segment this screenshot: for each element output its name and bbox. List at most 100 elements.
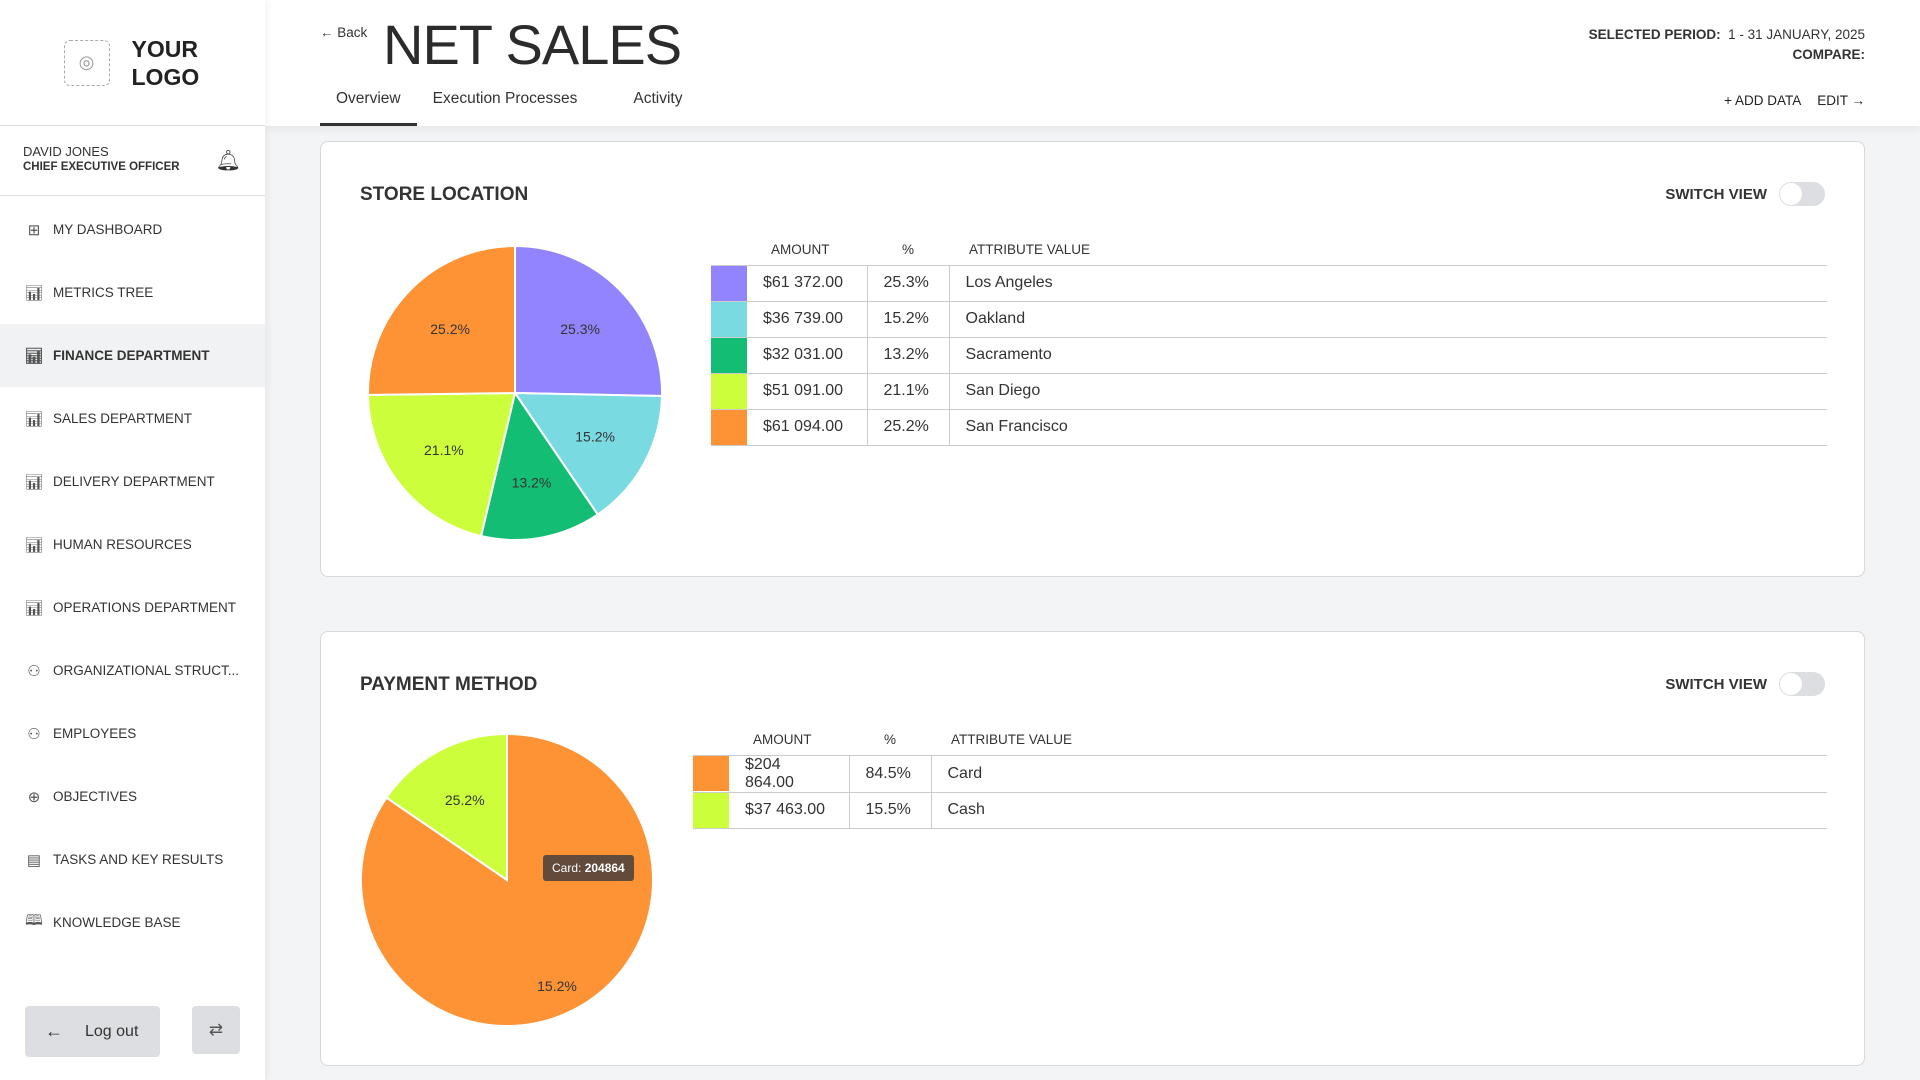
pie-chart: 15.2% 25.2%: [360, 732, 654, 1027]
color-swatch: [693, 792, 729, 828]
switch-device-button[interactable]: ⇄: [192, 1006, 240, 1054]
attribute-cell: San Francisco: [949, 409, 1827, 446]
pie-slice-san-diego[interactable]: [366, 391, 517, 538]
logo-text: YOUR: [131, 35, 198, 62]
table-row[interactable]: $37 463.00 15.5% Cash: [693, 792, 1827, 829]
bar-chart-icon: 📊︎: [24, 599, 44, 617]
pie-slice-oakland[interactable]: [513, 391, 663, 516]
store-location-card: STORE LOCATION SWITCH VIEW 25.3% 15.2% 13.2…: [320, 141, 1865, 577]
bar-chart-icon: 📊︎: [24, 284, 44, 302]
sidebar-item-objectives[interactable]: ⊕ OBJECTIVES: [0, 765, 265, 828]
logout-label: Log out: [85, 1022, 139, 1040]
period-value[interactable]: 1 - 31 JANUARY, 2025: [1728, 27, 1865, 42]
tooltip-value: 204864: [584, 861, 625, 875]
sidebar-item-knowledge-base[interactable]: 🕮 KNOWLEDGE BASE: [0, 891, 265, 954]
table-row[interactable]: $204 864.00 84.5% Card: [693, 755, 1827, 793]
table-row[interactable]: $32 031.00 13.2% Sacramento: [711, 337, 1827, 374]
switch-view-toggle[interactable]: [1779, 182, 1825, 206]
data-table: AMOUNT% ATTRIBUTE VALUE $61 372.00 25.3% Los…: [711, 235, 1827, 446]
sidebar-item-label: KNOWLEDGE BASE: [53, 915, 181, 930]
pie-slice-label: 13.2%: [512, 475, 552, 491]
sidebar-item-label: FINANCE DEPARTMENT: [53, 348, 210, 363]
tooltip-label: Card:: [552, 861, 582, 875]
sidebar-item-delivery-department[interactable]: 📊︎ DELIVERY DEPARTMENT: [0, 450, 265, 513]
pie-slice-label: 15.2%: [575, 428, 615, 444]
bell-icon[interactable]: 🔔︎: [215, 150, 241, 172]
table-row[interactable]: $51 091.00 21.1% San Diego: [711, 373, 1827, 410]
sidebar-item-finance-department[interactable]: 📊︎ FINANCE DEPARTMENT: [0, 324, 265, 387]
sidebar-item-settings[interactable]: ⚙ SETTINGS: [0, 954, 265, 981]
pct-cell: 13.2%: [867, 337, 950, 374]
attribute-cell: Cash: [931, 792, 1827, 829]
pie-chart: 25.3% 15.2% 13.2% 21.1% 25.2%: [366, 244, 663, 541]
attribute-cell: Card: [931, 755, 1827, 793]
tab-activity[interactable]: Activity: [633, 90, 683, 107]
amount-cell: $61 094.00: [747, 409, 868, 446]
sidebar-item-tasks-and-key-results[interactable]: ▤ TASKS AND KEY RESULTS: [0, 828, 265, 891]
add-data-button[interactable]: + ADD DATA: [1724, 93, 1802, 108]
color-swatch: [711, 409, 747, 445]
sidebar-item-organizational-struct[interactable]: ⚇ ORGANIZATIONAL STRUCT...: [0, 639, 265, 702]
amount-header: AMOUNT: [729, 725, 849, 756]
user-role: CHIEF EXECUTIVE OFFICER: [23, 161, 180, 173]
sidebar-item-label: SALES DEPARTMENT: [53, 411, 193, 426]
org-chart-icon: ⚇: [27, 662, 41, 680]
sidebar-item-operations-department[interactable]: 📊︎ OPERATIONS DEPARTMENT: [0, 576, 265, 639]
sidebar-item-label: OBJECTIVES: [53, 789, 138, 804]
amount-cell: $36 739.00: [747, 301, 868, 338]
pct-header: %: [867, 235, 949, 266]
attribute-header: ATTRIBUTE VALUE: [931, 725, 1827, 756]
pct-cell: 15.2%: [867, 301, 950, 338]
color-swatch: [711, 265, 747, 301]
sidebar-item-label: MY DASHBOARD: [53, 222, 163, 237]
pie-slice-san-francisco[interactable]: [367, 244, 516, 396]
amount-cell: $204 864.00: [729, 755, 850, 793]
camera-icon[interactable]: ◎: [63, 39, 110, 86]
sidebar-item-human-resources[interactable]: 📊︎ HUMAN RESOURCES: [0, 513, 265, 576]
book-icon: 🕮: [25, 912, 43, 929]
page-header: ← Back NET SALES Overview Execution Proc…: [265, 0, 1920, 126]
tab-execution-processes[interactable]: Execution Processes: [432, 90, 578, 107]
logout-button[interactable]: ← Log out: [25, 1006, 160, 1057]
color-swatch: [711, 301, 747, 337]
pie-slice-label: 25.2%: [445, 792, 485, 808]
switch-view-toggle[interactable]: [1779, 672, 1825, 696]
pie-slice-cash[interactable]: [385, 732, 508, 882]
arrow-left-icon: ←: [45, 1021, 63, 1041]
switch-view-label: SWITCH VIEW: [1665, 675, 1767, 693]
sidebar-item-label: METRICS TREE: [53, 285, 154, 300]
amount-cell: $32 031.00: [747, 337, 868, 374]
pie-slice-label: 25.2%: [430, 321, 470, 337]
pie-slice-los-angeles[interactable]: [514, 244, 663, 398]
table-row[interactable]: $61 372.00 25.3% Los Angeles: [711, 265, 1827, 302]
table-row[interactable]: $36 739.00 15.2% Oakland: [711, 301, 1827, 338]
color-swatch: [711, 373, 747, 409]
attribute-cell: Oakland: [949, 301, 1827, 338]
sidebar-item-label: EMPLOYEES: [53, 726, 137, 741]
back-link[interactable]: ← Back: [320, 25, 368, 40]
card-title: PAYMENT METHOD: [360, 674, 538, 695]
data-table: AMOUNT% ATTRIBUTE VALUE $204 864.00 84.5% Ca…: [693, 725, 1827, 829]
edit-button[interactable]: EDIT →: [1817, 93, 1865, 108]
bar-chart-icon: 📊︎: [24, 473, 44, 491]
bar-chart-icon: 📊︎: [24, 536, 44, 554]
sidebar-item-metrics-tree[interactable]: 📊︎ METRICS TREE: [0, 261, 265, 324]
sidebar-item-sales-department[interactable]: 📊︎ SALES DEPARTMENT: [0, 387, 265, 450]
chart-tooltip: Card: 204864: [543, 855, 634, 881]
table-row[interactable]: $61 094.00 25.2% San Francisco: [711, 409, 1827, 446]
pie-slice-sacramento[interactable]: [479, 390, 600, 541]
color-swatch: [693, 756, 729, 791]
sidebar-item-label: HUMAN RESOURCES: [53, 537, 192, 552]
sidebar-item-my-dashboard[interactable]: ⊞ MY DASHBOARD: [0, 198, 265, 261]
user-info: DAVID JONES CHIEF EXECUTIVE OFFICER 🔔︎: [0, 126, 265, 196]
sidebar-item-label: SETTINGS: [53, 978, 121, 980]
compare-label[interactable]: COMPARE:: [1792, 47, 1866, 62]
logo: ◎ YOUR LOGO: [0, 0, 265, 126]
sidebar-item-employees[interactable]: ⚇ EMPLOYEES: [0, 702, 265, 765]
tab-overview[interactable]: Overview: [320, 90, 417, 126]
switch-view-label: SWITCH VIEW: [1665, 185, 1767, 203]
pct-cell: 25.3%: [867, 265, 950, 302]
swap-icon: ⇄: [208, 1020, 224, 1039]
amount-header: AMOUNT: [747, 235, 867, 266]
swatch-header: [693, 725, 729, 756]
